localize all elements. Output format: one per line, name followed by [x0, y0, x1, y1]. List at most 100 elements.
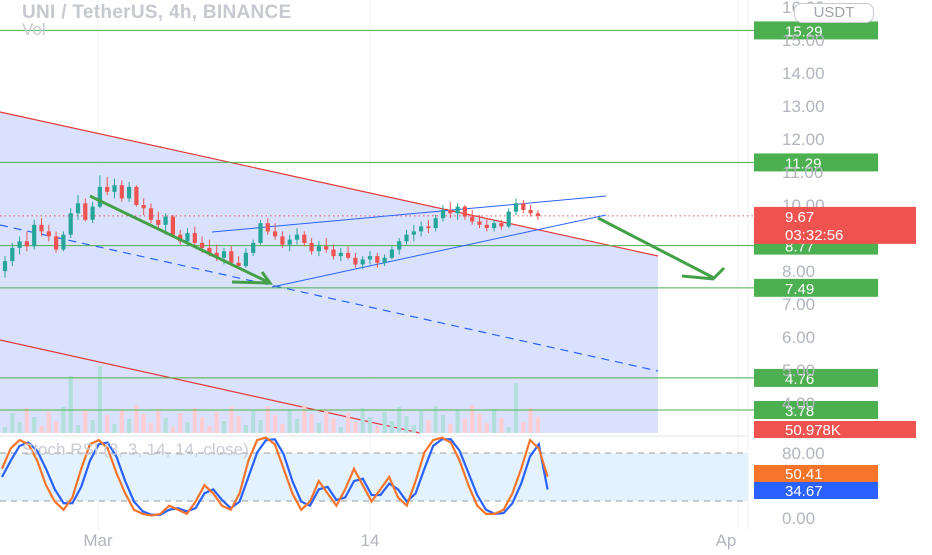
candle-body [105, 186, 110, 192]
channel-midline [0, 224, 659, 372]
candle-body [367, 256, 373, 260]
candle-body [411, 231, 416, 235]
volume-bar [105, 415, 110, 433]
candle-body [397, 241, 402, 250]
candle-body [90, 206, 95, 220]
volume-bar [433, 406, 438, 433]
price-tick-label: 8.00 [782, 262, 815, 281]
level-badge-3.78 [754, 401, 878, 419]
wedge-lower-line [271, 214, 607, 288]
candle-body [492, 223, 497, 229]
volume-bar [178, 413, 183, 433]
current-price-badge [754, 206, 916, 244]
candle-body [375, 256, 380, 263]
volume-bar [353, 422, 358, 433]
volume-bar [360, 408, 365, 433]
candle-body [353, 257, 358, 265]
candle-body [513, 203, 519, 212]
wedge-upper-line [211, 195, 607, 233]
volume-bar [513, 383, 519, 433]
channel-upper-edge [0, 111, 659, 257]
level-badge-11.29 [754, 153, 878, 172]
volume-value-badge [754, 421, 916, 438]
volume-bar [24, 408, 29, 433]
candle-body [382, 257, 387, 263]
candle-body [2, 261, 8, 271]
candle-body [83, 203, 88, 220]
candle-body [440, 209, 446, 219]
volume-bar [90, 420, 95, 433]
volume-bar [448, 424, 453, 433]
volume-bar [265, 406, 270, 433]
candle-body [141, 205, 146, 209]
volume-bar [170, 427, 175, 433]
level-value-15.29: 15.29 [785, 23, 823, 40]
candle-body [251, 242, 256, 253]
candle-body [214, 252, 219, 258]
candle-body [455, 206, 460, 214]
stoch-d-badge [754, 482, 878, 499]
candle-body [470, 216, 475, 222]
candle-body [426, 226, 431, 229]
volume-bar [419, 411, 424, 433]
candle-body [448, 209, 453, 214]
candle-body [265, 223, 270, 232]
candle-body [316, 246, 321, 252]
volume-bar [127, 419, 132, 433]
candle-body [54, 236, 59, 250]
price-tick-label: 13.00 [782, 97, 825, 116]
volume-bar [258, 420, 263, 433]
price-tick-label: 5.00 [782, 361, 815, 380]
volume-bar [455, 410, 460, 433]
candle-body [170, 216, 175, 235]
candle-body [148, 208, 154, 220]
price-tick-label: 11.00 [782, 163, 823, 182]
volume-bar [338, 427, 343, 433]
volume-bar [134, 405, 139, 433]
volume-bar [492, 409, 497, 433]
volume-bar [426, 420, 431, 433]
candle-body [273, 231, 278, 237]
volume-bar [521, 422, 526, 433]
volume-bar [214, 412, 219, 433]
price-tick-label: 14.00 [782, 64, 825, 83]
price-tick-label: 7.00 [782, 295, 815, 314]
candle-body [17, 241, 22, 248]
volume-bar [389, 421, 394, 433]
volume-bar [251, 411, 256, 433]
candle-body [236, 262, 241, 267]
candle-body [346, 252, 351, 258]
volume-bar [309, 414, 314, 433]
candle-body [338, 252, 343, 257]
volume-bar [185, 422, 190, 433]
volume-bar [61, 407, 66, 433]
level-badge-7.49 [754, 278, 878, 297]
candle-body [404, 234, 409, 242]
volume-bar [477, 414, 482, 433]
volume-bar [119, 410, 124, 433]
candle-body [324, 246, 329, 250]
currency-button[interactable]: USDT [794, 3, 874, 23]
volume-bar [382, 412, 387, 433]
candle-body [484, 224, 489, 229]
candle-body [302, 234, 307, 243]
candle-body [419, 226, 424, 232]
volume-bar [404, 416, 409, 433]
volume-bar [54, 421, 59, 433]
arrow-down-left [89, 194, 271, 285]
candle-body [229, 251, 234, 263]
candle-body [287, 239, 292, 245]
stoch-k-line [0, 436, 549, 517]
candle-body [97, 186, 102, 207]
candle-body [462, 206, 467, 217]
candle-body [68, 213, 73, 235]
volume-bar [535, 417, 540, 433]
volume-bar [10, 413, 15, 433]
candle-body [499, 223, 504, 227]
volume-bar [470, 405, 475, 433]
candle-body [258, 223, 263, 243]
volume-bar [39, 426, 44, 433]
candle-body [331, 249, 336, 257]
